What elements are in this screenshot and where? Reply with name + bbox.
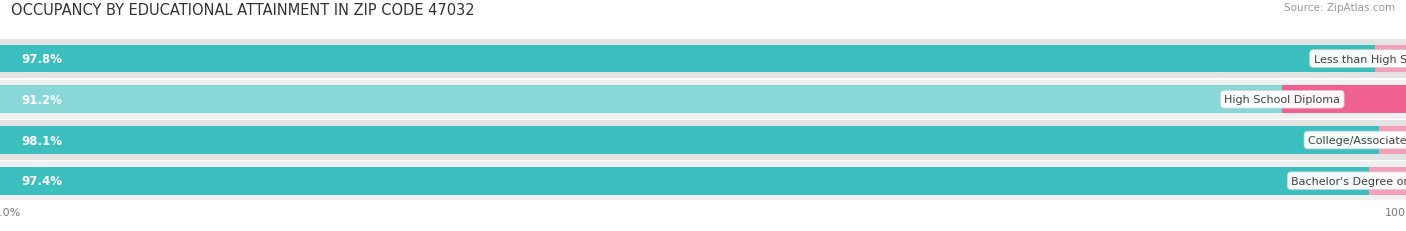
Bar [1379, 127, 1406, 154]
Text: 98.1%: 98.1% [21, 134, 62, 147]
Bar [0, 86, 1282, 114]
Text: 97.8%: 97.8% [21, 53, 62, 66]
Text: High School Diploma: High School Diploma [1225, 95, 1340, 105]
Text: OCCUPANCY BY EDUCATIONAL ATTAINMENT IN ZIP CODE 47032: OCCUPANCY BY EDUCATIONAL ATTAINMENT IN Z… [11, 3, 475, 18]
Bar [1375, 46, 1406, 73]
Bar [1369, 167, 1406, 195]
Bar [0, 127, 1379, 154]
Text: 91.2%: 91.2% [21, 93, 62, 106]
Text: College/Associate Degree: College/Associate Degree [1308, 135, 1406, 145]
Bar [0, 46, 1375, 73]
Bar [1282, 86, 1406, 114]
Text: Less than High School: Less than High School [1313, 54, 1406, 64]
Bar [0, 40, 1406, 79]
Text: Bachelor's Degree or higher: Bachelor's Degree or higher [1291, 176, 1406, 186]
Bar [0, 121, 1406, 160]
Bar [0, 161, 1406, 201]
Bar [0, 80, 1406, 119]
Text: Source: ZipAtlas.com: Source: ZipAtlas.com [1284, 3, 1395, 13]
Bar [0, 167, 1369, 195]
Text: 97.4%: 97.4% [21, 174, 62, 187]
